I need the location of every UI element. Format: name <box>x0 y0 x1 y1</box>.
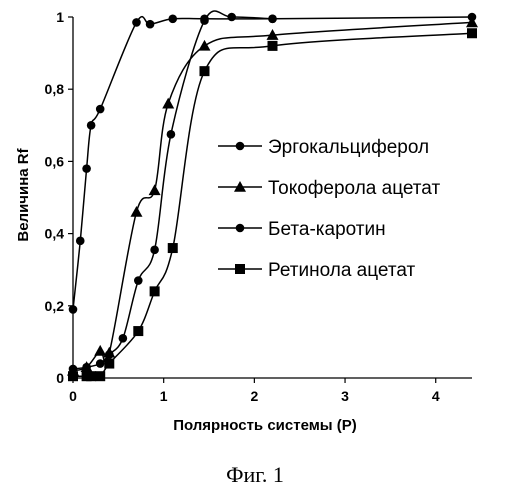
data-point <box>149 184 161 195</box>
data-point <box>200 16 209 25</box>
x-tick-label: 0 <box>69 388 77 404</box>
tick-labels: 0 0,2 0,4 0,6 0,8 1 0 1 2 3 4 <box>45 9 440 404</box>
data-point <box>133 326 143 336</box>
data-point <box>227 13 236 22</box>
data-point <box>236 142 245 151</box>
data-point <box>199 66 209 76</box>
data-point <box>119 334 128 343</box>
x-tick-label: 2 <box>250 388 258 404</box>
data-point <box>162 98 174 109</box>
data-point <box>94 345 106 356</box>
legend-item: Бета-каротин <box>218 219 386 240</box>
data-point <box>130 206 142 217</box>
figure-caption: Фиг. 1 <box>0 462 510 488</box>
data-point <box>68 371 78 381</box>
axes <box>68 17 472 383</box>
y-tick-label: 0,2 <box>45 298 65 314</box>
data-point <box>467 28 477 38</box>
chart: 0 0,2 0,4 0,6 0,8 1 0 1 2 3 4 Величина Rf Полярнос… <box>0 0 510 440</box>
legend-item: Токоферола ацетат <box>218 178 440 199</box>
legend-item: Эргокальциферол <box>218 137 429 158</box>
y-tick-label: 0 <box>56 370 64 386</box>
y-tick-label: 1 <box>56 9 64 25</box>
data-point <box>76 237 85 246</box>
data-point <box>235 264 245 274</box>
data-point <box>69 305 78 314</box>
data-point <box>132 18 141 27</box>
x-tick-label: 4 <box>432 388 440 404</box>
series-line <box>73 33 472 377</box>
legend-label: Эргокальциферол <box>268 137 429 158</box>
x-tick-label: 1 <box>160 388 168 404</box>
data-point <box>150 246 159 255</box>
data-point <box>104 359 114 369</box>
legend-label: Токоферола ацетат <box>268 178 440 199</box>
data-point <box>198 40 210 51</box>
series <box>69 11 277 373</box>
series <box>68 28 477 381</box>
data-point <box>95 371 105 381</box>
data-point <box>82 363 91 372</box>
data-point <box>105 350 114 359</box>
data-point <box>236 224 245 233</box>
y-tick-label: 0,6 <box>45 153 65 169</box>
data-point <box>96 359 105 368</box>
y-tick-label: 0,8 <box>45 81 65 97</box>
data-point <box>134 276 143 285</box>
data-point <box>466 16 478 27</box>
data-point <box>168 243 178 253</box>
data-point <box>86 371 96 381</box>
data-point <box>96 105 105 114</box>
data-point <box>82 164 91 173</box>
data-point <box>87 121 96 130</box>
legend-label: Бета-каротин <box>268 219 386 240</box>
data-point <box>150 286 160 296</box>
data-point <box>146 20 155 29</box>
x-tick-label: 3 <box>341 388 349 404</box>
legend-label: Ретинола ацетат <box>268 260 415 281</box>
x-axis-title: Полярность системы (P) <box>173 417 357 434</box>
data-point <box>168 15 177 24</box>
data-point <box>167 130 176 139</box>
y-tick-label: 0,4 <box>45 226 65 242</box>
data-point <box>268 41 278 51</box>
data-point <box>268 15 277 24</box>
y-axis-title: Величина Rf <box>15 147 32 241</box>
legend: Эргокальциферол Токоферола ацетат Бета-кар… <box>218 137 440 281</box>
legend-item: Ретинола ацетат <box>218 260 415 281</box>
